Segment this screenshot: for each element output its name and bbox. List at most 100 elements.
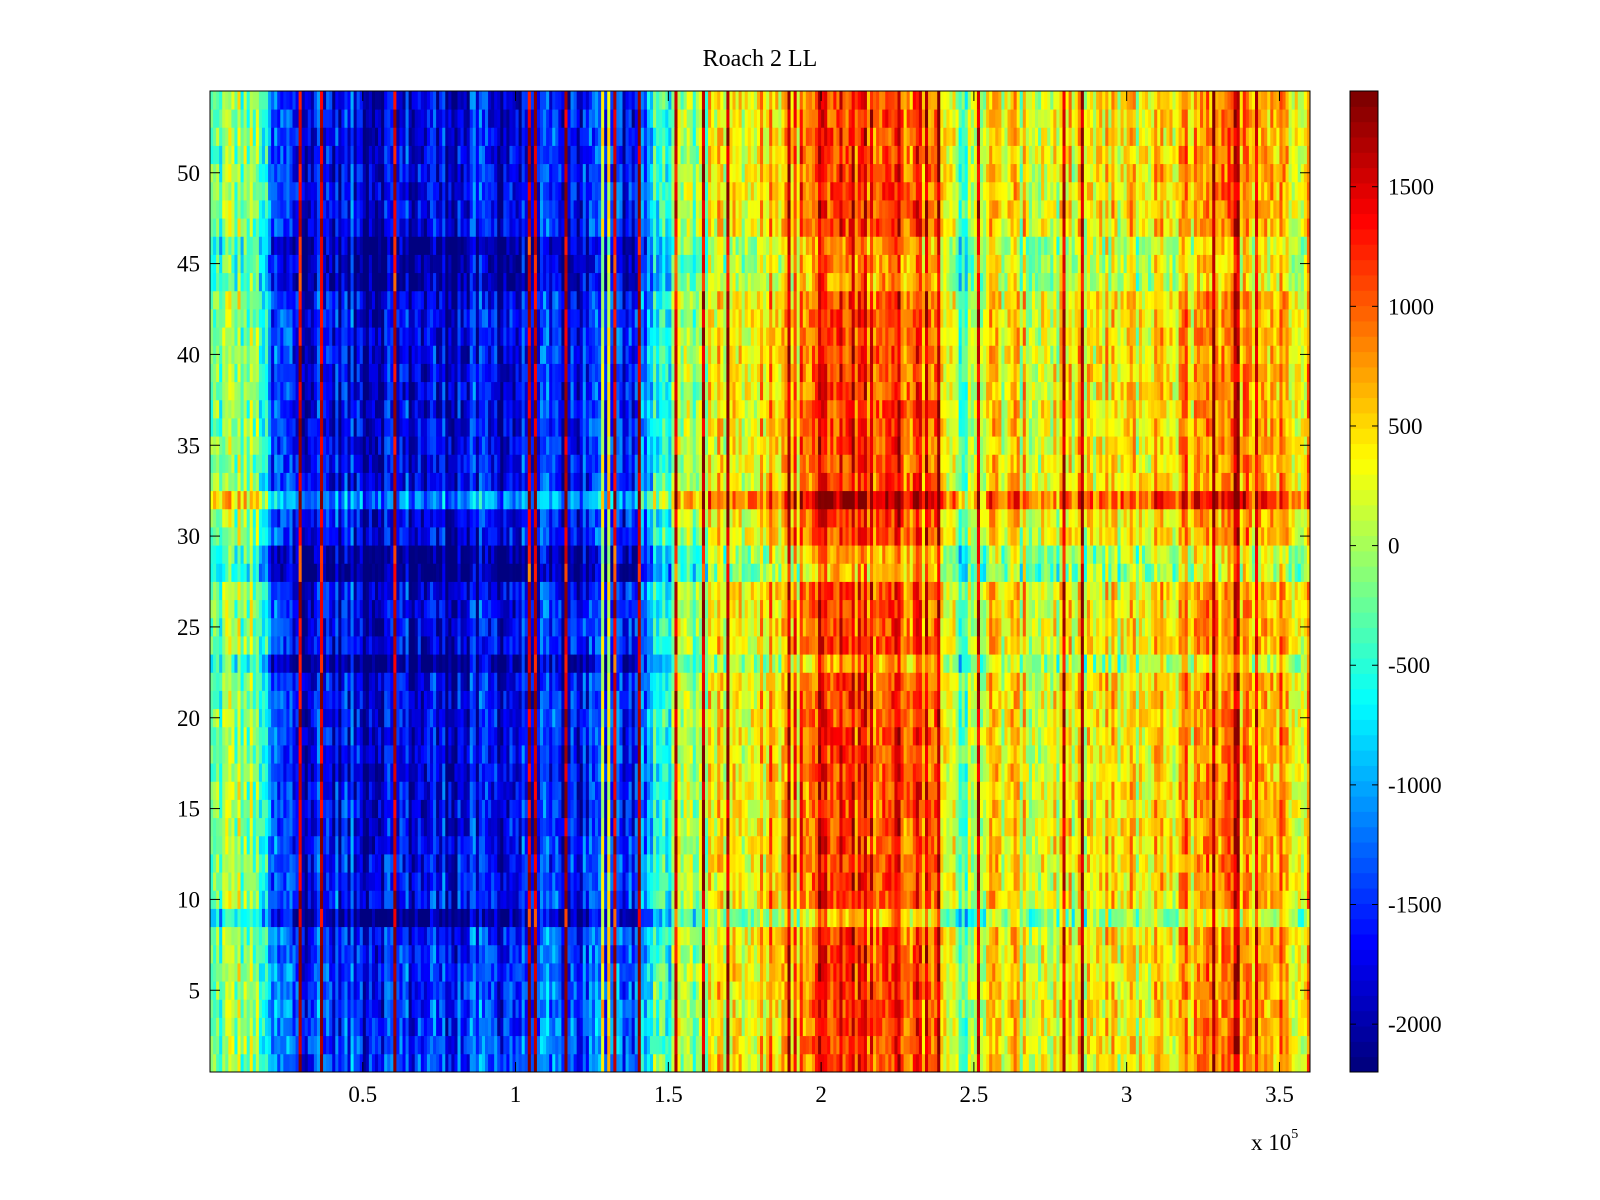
heatmap-cell xyxy=(524,999,529,1018)
heatmap-cell xyxy=(524,890,529,909)
heatmap-cell xyxy=(686,1035,691,1055)
heatmap-cell xyxy=(387,908,391,928)
heatmap-cell xyxy=(1288,944,1293,964)
heatmap-cell xyxy=(1288,890,1293,909)
heatmap-cell xyxy=(381,890,385,909)
heatmap-cell xyxy=(533,1017,538,1037)
heatmap-cell xyxy=(277,1053,281,1073)
heatmap-cell xyxy=(815,963,819,982)
heatmap-cell xyxy=(1245,854,1250,873)
heatmap-cell xyxy=(1031,908,1036,928)
heatmap-cell xyxy=(949,944,953,964)
heatmap-cell xyxy=(653,1053,657,1073)
heatmap-cell xyxy=(665,890,669,909)
heatmap-cell xyxy=(1102,1053,1106,1073)
heatmap-cell xyxy=(347,981,351,1000)
heatmap-cell xyxy=(588,944,593,964)
heatmap-cell xyxy=(1056,908,1060,928)
heatmap-cell xyxy=(451,872,455,891)
heatmap-cell xyxy=(283,926,287,946)
heatmap-cell xyxy=(454,944,458,964)
heatmap-cell xyxy=(1102,908,1106,928)
heatmap-cell xyxy=(643,963,648,982)
heatmap-cell xyxy=(842,1035,846,1055)
heatmap-cell xyxy=(686,854,691,873)
heatmap-cell xyxy=(292,981,296,1000)
heatmap-cell xyxy=(1166,872,1170,891)
heatmap-cell xyxy=(650,1017,654,1037)
heatmap-cell xyxy=(521,854,526,873)
heatmap-cell xyxy=(1245,1053,1250,1073)
heatmap-cell xyxy=(255,817,260,837)
heatmap-cell xyxy=(268,890,272,909)
heatmap-cell xyxy=(570,963,575,982)
heatmap-cell xyxy=(320,835,324,855)
heatmap-cell xyxy=(723,1053,727,1073)
heatmap-cell xyxy=(228,926,232,946)
heatmap-cell xyxy=(1028,1017,1033,1037)
heatmap-cell xyxy=(323,890,327,909)
heatmap-cell xyxy=(845,963,850,982)
heatmap-cell xyxy=(1267,963,1271,982)
heatmap-cell xyxy=(332,999,336,1018)
heatmap-cell xyxy=(1203,963,1207,982)
heatmap-cell xyxy=(497,944,501,964)
heatmap-cell xyxy=(433,963,437,982)
heatmap-cell xyxy=(549,1035,553,1055)
heatmap-cell xyxy=(613,1053,617,1073)
heatmap-cell xyxy=(793,854,798,873)
heatmap-cell xyxy=(876,981,880,1000)
heatmap-cell xyxy=(1071,1053,1076,1073)
heatmap-cell xyxy=(497,1053,501,1073)
heatmap-cell xyxy=(604,835,608,855)
heatmap-cell xyxy=(485,835,489,855)
heatmap-cell xyxy=(827,963,831,982)
heatmap-cell xyxy=(756,872,761,891)
heatmap-cell xyxy=(1111,817,1115,837)
heatmap-cell xyxy=(631,1035,636,1055)
heatmap-cell xyxy=(857,963,862,982)
heatmap-cell xyxy=(1184,1035,1189,1055)
heatmap-cell xyxy=(811,854,816,873)
heatmap-cell xyxy=(1141,854,1146,873)
heatmap-cell xyxy=(289,999,293,1018)
heatmap-cell xyxy=(1068,1053,1073,1073)
heatmap-cell xyxy=(445,999,449,1018)
heatmap-cell xyxy=(320,817,324,837)
heatmap-cell xyxy=(836,944,840,964)
heatmap-cell xyxy=(906,981,911,1000)
heatmap-cell xyxy=(1200,963,1204,982)
heatmap-cell xyxy=(271,908,275,928)
heatmap-cell xyxy=(912,944,917,964)
heatmap-cell xyxy=(1196,835,1201,855)
heatmap-cell xyxy=(1010,835,1015,855)
heatmap-cell xyxy=(341,926,345,946)
heatmap-cell xyxy=(420,817,425,837)
heatmap-cell xyxy=(417,835,422,855)
heatmap-cell xyxy=(469,963,474,982)
heatmap-cell xyxy=(802,963,807,982)
heatmap-cell xyxy=(815,944,819,964)
heatmap-cell xyxy=(931,872,935,891)
heatmap-cell xyxy=(750,999,755,1018)
heatmap-cell xyxy=(873,1053,877,1073)
heatmap-cell xyxy=(286,926,290,946)
heatmap-cell xyxy=(879,908,883,928)
heatmap-cell xyxy=(946,1017,950,1037)
heatmap-cell xyxy=(350,835,355,855)
heatmap-cell xyxy=(350,890,355,909)
heatmap-cell xyxy=(634,890,639,909)
heatmap-cell xyxy=(1166,926,1170,946)
heatmap-cell xyxy=(824,981,828,1000)
heatmap-cell xyxy=(1221,963,1225,982)
heatmap-cell xyxy=(1102,1017,1106,1037)
heatmap-cell xyxy=(613,999,617,1018)
heatmap-cell xyxy=(1209,981,1213,1000)
heatmap-cell xyxy=(616,890,620,909)
heatmap-cell xyxy=(454,854,458,873)
heatmap-cell xyxy=(821,963,825,982)
heatmap-cell xyxy=(463,908,468,928)
heatmap-cell xyxy=(680,817,685,837)
heatmap-cell xyxy=(561,835,565,855)
heatmap-cell xyxy=(1294,981,1299,1000)
